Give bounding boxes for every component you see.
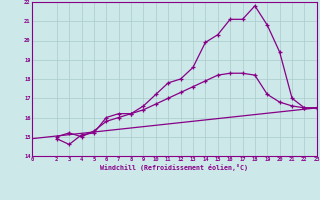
X-axis label: Windchill (Refroidissement éolien,°C): Windchill (Refroidissement éolien,°C) <box>100 164 248 171</box>
